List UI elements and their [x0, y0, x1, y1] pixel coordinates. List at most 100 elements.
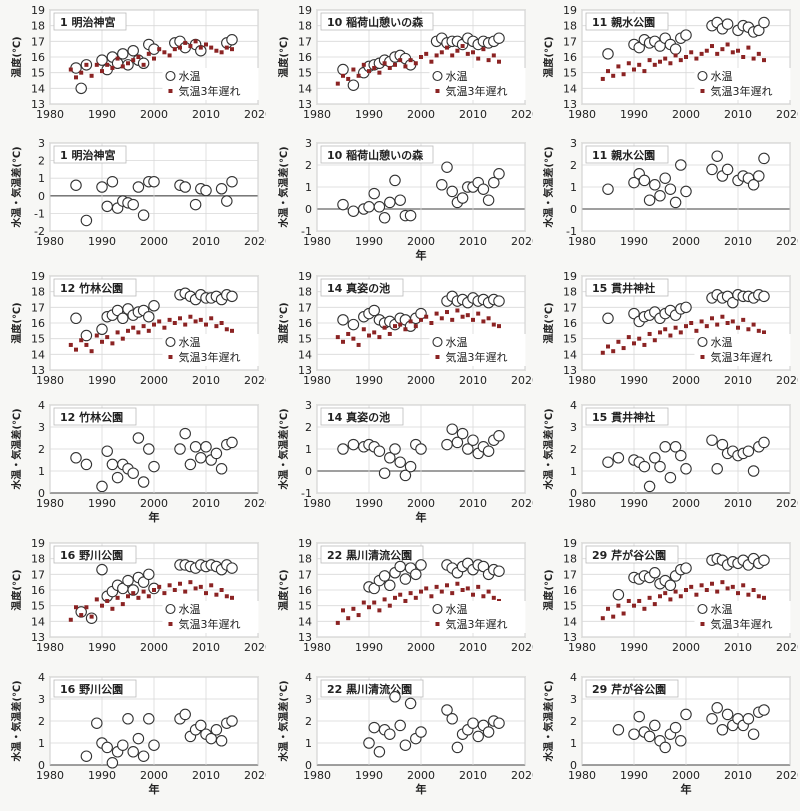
air-temp-point: [486, 316, 491, 321]
diff-point: [669, 441, 682, 453]
water-temp-point: [758, 290, 770, 303]
x-tick-label: 2010: [192, 235, 220, 248]
y-tick-label: 2: [570, 715, 577, 728]
y-tick-label: 13: [298, 364, 312, 377]
air-temp-point: [481, 594, 486, 599]
air-temp-point: [486, 589, 491, 594]
air-temp-point: [450, 317, 455, 322]
chart-panel: -2 -1 0 1 2 3 1980 1990 2000 2010 2020 水温・気温差(℃) 1 明…: [8, 133, 272, 268]
water-temp-point: [70, 312, 82, 325]
air-temp-point: [100, 69, 104, 74]
chart-panel: 13 14 15 16 17 18 19 1980 1990 2000 2010 2020 温度(℃) 1…: [540, 266, 800, 401]
x-tick-label: 2000: [140, 374, 168, 387]
x-tick-label: 1990: [88, 641, 116, 654]
diff-point: [493, 717, 505, 729]
diff-point: [716, 438, 729, 451]
diff-point: [122, 713, 134, 725]
air-temp-point: [652, 62, 657, 67]
y-tick-label: 4: [570, 399, 577, 412]
diff-point: [680, 185, 692, 198]
diff-point: [446, 423, 458, 435]
y-tick-label: 17: [298, 301, 312, 314]
title-box: [320, 12, 434, 31]
y-tick-label: 14: [563, 82, 577, 95]
air-temp-point: [419, 317, 423, 322]
air-temp-point: [621, 72, 626, 77]
diff-point: [404, 697, 417, 710]
y-tick-label: 4: [305, 671, 312, 684]
y-tick-label: 3: [38, 693, 45, 706]
y-tick-label: 0: [570, 487, 577, 500]
legend-air-label: 気温3年遅れ: [710, 617, 772, 631]
chart-title: 11 親水公園: [592, 148, 655, 162]
diff-point: [96, 181, 108, 193]
chart-panel: 13 14 15 16 17 18 19 1980 1990 2000 2010 2020 温度(℃) 2…: [540, 533, 800, 668]
air-temp-point: [720, 314, 725, 319]
water-temp-point: [493, 32, 505, 44]
y-tick-label: 1: [38, 737, 45, 750]
air-temp-point: [162, 591, 167, 596]
diff-point: [633, 710, 645, 723]
air-temp-point: [141, 324, 146, 329]
air-temp-point: [668, 333, 673, 338]
x-tick-label: 1990: [355, 108, 383, 121]
air-temp-point: [146, 328, 151, 333]
diff-point: [716, 724, 729, 736]
air-temp-point: [497, 59, 501, 64]
water-temp-point: [612, 588, 625, 601]
y-tick-label: 0: [305, 759, 312, 772]
diff-point: [384, 452, 396, 464]
air-temp-point: [658, 59, 662, 64]
air-temp-point: [668, 61, 673, 66]
diff-point: [654, 460, 666, 473]
diff-point: [493, 430, 505, 442]
legend: [162, 334, 259, 366]
chart-title: 29 芹が谷公園: [592, 548, 666, 562]
air-temp-point: [131, 325, 136, 330]
air-temp-point: [600, 76, 605, 81]
air-temp-point: [626, 61, 631, 66]
x-tick-label: 2020: [511, 374, 533, 387]
diff-point: [680, 463, 692, 475]
diff-point: [669, 196, 682, 209]
diff-point: [179, 708, 191, 721]
legend-water-marker: [165, 70, 176, 82]
diff-point: [467, 434, 479, 446]
air-temp-point: [230, 47, 234, 52]
air-temp-point: [219, 50, 224, 55]
air-temp-point: [632, 603, 636, 608]
y-tick-label: 2: [38, 715, 45, 728]
y-tick-label: 1: [305, 181, 312, 194]
water-temp-point: [493, 295, 505, 307]
scatter-chart: 13 14 15 16 17 18 19 1980 1990 2000 2010 2020 温度(℃) 2…: [277, 537, 539, 654]
air-temp-point: [230, 328, 234, 333]
diff-point: [384, 196, 396, 209]
air-temp-point: [372, 330, 377, 335]
air-temp-point: [219, 588, 224, 592]
y-tick-label: 13: [31, 364, 45, 377]
air-temp-point: [167, 53, 172, 58]
scatter-chart: 13 14 15 16 17 18 19 1980 1990 2000 2010 2020 温度(℃) 1…: [542, 270, 800, 387]
water-temp-point: [649, 567, 661, 579]
diff-point: [221, 195, 233, 207]
air-temp-point: [372, 65, 377, 70]
y-tick-label: 0: [305, 203, 312, 216]
diff-point: [101, 741, 113, 754]
x-tick-label: 2020: [511, 108, 533, 121]
air-temp-point: [762, 58, 766, 63]
legend-air-marker: [700, 89, 705, 93]
air-temp-point: [710, 316, 714, 321]
air-temp-point: [131, 58, 136, 63]
chart-title: 14 真姿の池: [327, 281, 390, 295]
diff-point: [680, 708, 692, 721]
y-tick-label: 19: [298, 4, 312, 17]
y-tick-label: -1: [301, 487, 312, 500]
air-temp-point: [204, 591, 208, 596]
x-tick-label: 2000: [672, 374, 700, 387]
title-box: [53, 145, 127, 164]
air-temp-point: [429, 321, 434, 325]
air-temp-point: [398, 592, 403, 597]
air-temp-point: [214, 48, 219, 53]
air-temp-point: [606, 69, 610, 74]
x-tick-label: 2020: [776, 108, 798, 121]
